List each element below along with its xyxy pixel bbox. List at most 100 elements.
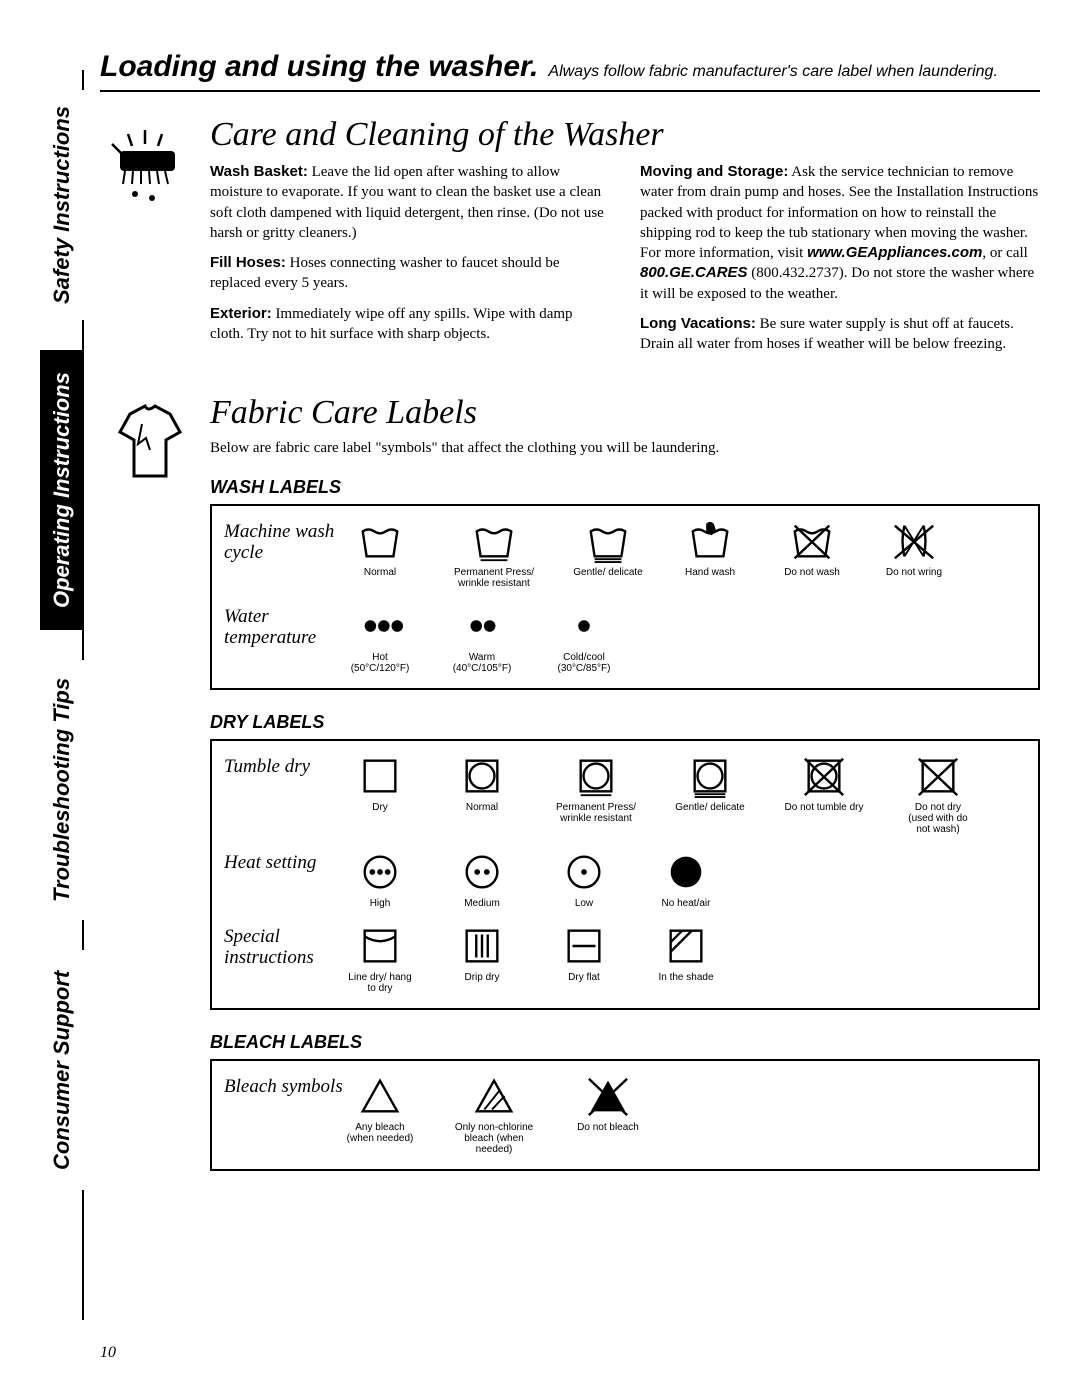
- symbol-item: High: [344, 849, 416, 909]
- symbol-item: Do not dry (used with do not wash): [902, 753, 974, 835]
- symbols-container: Line dry/ hang to dry Drip dry Dry flat In …: [344, 923, 722, 994]
- symbols-container: Normal Permanent Press/ wrinkle resistant…: [344, 518, 950, 589]
- symbol-caption: Do not bleach: [577, 1122, 639, 1133]
- header-subtitle: Always follow fabric manufacturer's care…: [548, 63, 998, 80]
- symbol-item: Low: [548, 849, 620, 909]
- symbol-caption: Do not dry (used with do not wash): [902, 802, 974, 835]
- para-lead: Long Vacations:: [640, 315, 756, 332]
- row-label: Water temperature: [224, 603, 344, 649]
- header-title: Loading and using the washer.: [100, 50, 538, 83]
- symbol-item: Only non-chlorine bleach (when needed): [446, 1073, 542, 1155]
- tub-x-icon: [789, 518, 835, 564]
- para-lead: Moving and Storage:: [640, 163, 788, 180]
- symbol-caption: Any bleach (when needed): [344, 1122, 416, 1144]
- symbols-container: Hot (50°C/120°F) Warm (40°C/105°F) Cold/co…: [344, 603, 620, 674]
- tub-icon: [357, 518, 403, 564]
- symbols-container: Dry Normal Permanent Press/ wrinkle resist…: [344, 753, 974, 835]
- symbol-caption: Dry flat: [568, 972, 600, 983]
- tub-2line-icon: [585, 518, 631, 564]
- fabric-intro: Below are fabric care label "symbols" th…: [210, 440, 1040, 457]
- sq-circle-2line-icon: [687, 753, 733, 799]
- symbol-item: Permanent Press/ wrinkle resistant: [446, 518, 542, 589]
- symbol-caption: Low: [575, 898, 593, 909]
- care-column-right: Moving and Storage: Ask the service tech…: [640, 162, 1040, 364]
- row-label: Bleach symbols: [224, 1073, 344, 1098]
- symbol-item: Cold/cool (30°C/85°F): [548, 603, 620, 674]
- circle-dots1-icon: [561, 849, 607, 895]
- square-x-icon: [915, 753, 961, 799]
- wring-x-icon: [891, 518, 937, 564]
- symbol-caption: Line dry/ hang to dry: [344, 972, 416, 994]
- symbol-caption: Normal: [364, 567, 396, 578]
- label-group-title: DRY LABELS: [210, 712, 1040, 733]
- symbol-caption: Hot (50°C/120°F): [344, 652, 416, 674]
- care-paragraph: Wash Basket: Leave the lid open after wa…: [210, 162, 610, 243]
- symbol-caption: Gentle/ delicate: [675, 802, 745, 813]
- sq-circle-1line-icon: [573, 753, 619, 799]
- phone-label: 800.GE.CARES: [640, 264, 748, 281]
- row-label: Machine wash cycle: [224, 518, 344, 564]
- para-lead: Wash Basket:: [210, 163, 308, 180]
- label-group-title: WASH LABELS: [210, 477, 1040, 498]
- label-box: Machine wash cycle Normal Permanent Press/…: [210, 504, 1040, 690]
- fabric-section: Fabric Care Labels Below are fabric care…: [100, 394, 1040, 1171]
- symbol-caption: Medium: [464, 898, 500, 909]
- dots1-icon: [561, 603, 607, 649]
- symbol-caption: Dry: [372, 802, 388, 813]
- care-paragraph: Moving and Storage: Ask the service tech…: [640, 162, 1040, 304]
- symbol-item: Do not wash: [776, 518, 848, 589]
- circle-dots3-icon: [357, 849, 403, 895]
- symbol-item: Normal: [344, 518, 416, 589]
- symbol-item: No heat/air: [650, 849, 722, 909]
- para-lead: Fill Hoses:: [210, 254, 286, 271]
- label-row: Water temperatureHot (50°C/120°F) Warm (4…: [224, 603, 1022, 674]
- symbol-item: Warm (40°C/105°F): [446, 603, 518, 674]
- symbol-caption: In the shade: [658, 972, 713, 983]
- para-lead: Exterior:: [210, 305, 272, 322]
- symbol-item: Gentle/ delicate: [572, 518, 644, 589]
- tri-icon: [357, 1073, 403, 1119]
- dots3-icon: [357, 603, 403, 649]
- label-box: Bleach symbols Any bleach (when needed) On…: [210, 1059, 1040, 1171]
- circle-fill-icon: [663, 849, 709, 895]
- dots2-icon: [459, 603, 505, 649]
- symbol-item: Any bleach (when needed): [344, 1073, 416, 1155]
- link-text: www.GEAppliances.com: [807, 244, 982, 261]
- symbol-item: Do not wring: [878, 518, 950, 589]
- label-box: Tumble dry Dry Normal Permanent Press/ wrin…: [210, 739, 1040, 1010]
- symbol-caption: Permanent Press/ wrinkle resistant: [446, 567, 542, 589]
- care-paragraph: Fill Hoses: Hoses connecting washer to f…: [210, 253, 610, 294]
- label-row: Heat setting High Medium Low No heat/air: [224, 849, 1022, 909]
- symbol-item: Medium: [446, 849, 518, 909]
- symbol-item: Drip dry: [446, 923, 518, 994]
- row-label: Tumble dry: [224, 753, 344, 778]
- row-label: Heat setting: [224, 849, 344, 874]
- symbol-caption: Permanent Press/ wrinkle resistant: [548, 802, 644, 824]
- sq-curve-icon: [357, 923, 403, 969]
- care-title: Care and Cleaning of the Washer: [210, 116, 1040, 154]
- symbol-caption: Drip dry: [464, 972, 499, 983]
- symbol-item: Do not bleach: [572, 1073, 644, 1155]
- symbol-caption: High: [370, 898, 391, 909]
- symbol-caption: Do not wring: [886, 567, 942, 578]
- label-row: Tumble dry Dry Normal Permanent Press/ wrin…: [224, 753, 1022, 835]
- symbol-caption: Only non-chlorine bleach (when needed): [446, 1122, 542, 1155]
- sq-circle-icon: [459, 753, 505, 799]
- fabric-title: Fabric Care Labels: [210, 394, 1040, 432]
- symbol-caption: Do not tumble dry: [785, 802, 864, 813]
- square-icon: [357, 753, 403, 799]
- symbol-caption: Normal: [466, 802, 498, 813]
- tri-fill-x-icon: [585, 1073, 631, 1119]
- tri-diag-icon: [471, 1073, 517, 1119]
- symbol-item: Gentle/ delicate: [674, 753, 746, 835]
- symbols-container: High Medium Low No heat/air: [344, 849, 722, 909]
- symbol-item: Permanent Press/ wrinkle resistant: [548, 753, 644, 835]
- page-number: 10: [100, 1344, 116, 1362]
- label-group-title: BLEACH LABELS: [210, 1032, 1040, 1053]
- care-paragraph: Exterior: Immediately wipe off any spill…: [210, 304, 610, 345]
- care-section: Care and Cleaning of the Washer Wash Bas…: [100, 116, 1040, 364]
- label-row: Machine wash cycle Normal Permanent Press/…: [224, 518, 1022, 589]
- label-row: Special instructionsLine dry/ hang to dr…: [224, 923, 1022, 994]
- symbol-item: Line dry/ hang to dry: [344, 923, 416, 994]
- symbols-container: Any bleach (when needed) Only non-chlorin…: [344, 1073, 644, 1155]
